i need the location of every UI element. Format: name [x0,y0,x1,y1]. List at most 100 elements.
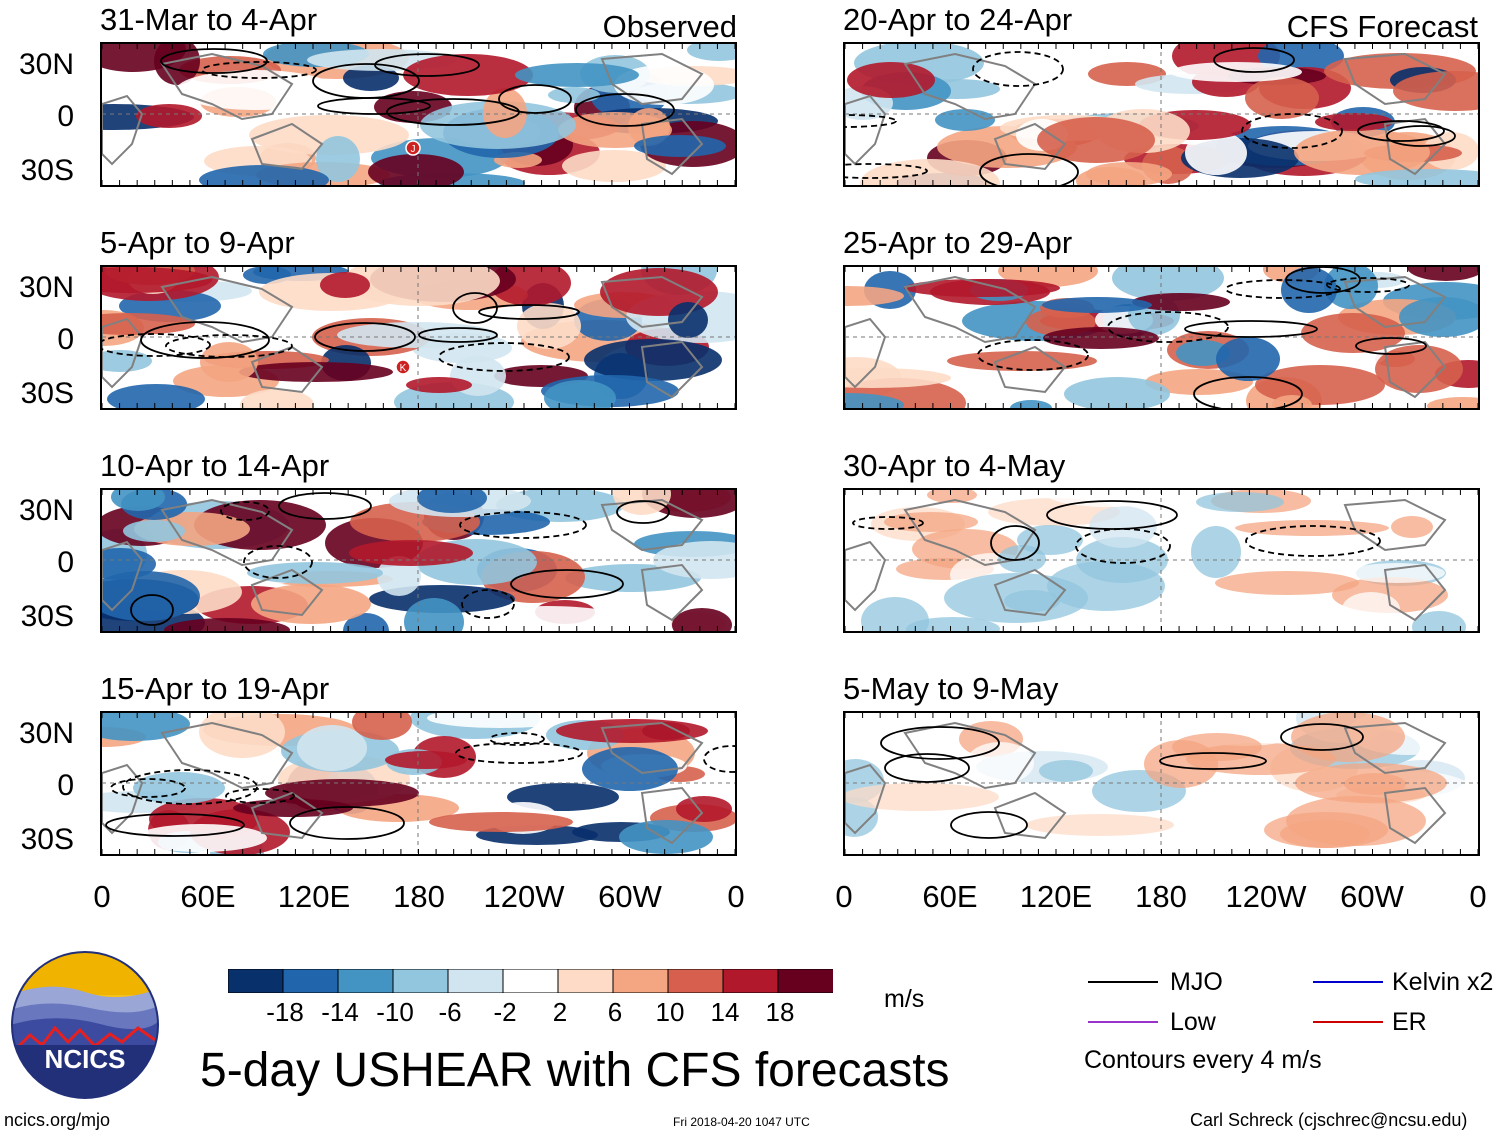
storm-marker [395,359,411,375]
mjo-contour [845,114,897,128]
colorbar-swatch [337,968,394,994]
mjo-contour [1280,723,1364,751]
shear-anomaly [427,713,573,728]
mjo-contour [455,742,583,764]
shear-anomaly [368,154,464,185]
shear-anomaly [1132,293,1230,311]
colorbar-label: 2 [552,997,568,1027]
coastline [102,317,144,389]
colorbar-swatch [392,968,449,994]
mjo-contour [1193,376,1303,408]
panel-title-obs-4: 15-Apr to 19-Apr [100,671,330,706]
shear-anomaly [136,104,202,128]
shear-anomaly [247,562,383,584]
mjo-contour [110,778,186,798]
lat-label-30n: 30N [18,271,74,304]
mjo-contour [489,732,545,746]
mjo-contour [1386,125,1456,147]
lon-label: 60W [1340,879,1404,914]
colorbar [227,968,834,994]
panel-title-fc-3: 30-Apr to 4-May [843,448,1066,483]
shear-anomaly [1391,516,1433,538]
shear-anomaly [845,393,904,408]
shear-anomaly [1198,816,1274,854]
lat-label-eq: 0 [57,100,74,133]
shear-anomaly [406,377,472,393]
shear-anomaly [107,384,205,408]
footer-timestamp: Fri 2018-04-20 1047 UTC [673,1115,810,1129]
map-panel-fc-3 [843,488,1480,633]
legend-swatch-mjo [1088,981,1158,983]
shear-anomaly [352,713,412,740]
shear-anomaly [429,812,573,832]
shear-anomaly [548,87,600,103]
ncics-logo: NCICS [10,950,160,1100]
mjo-contour [1159,752,1267,770]
mjo-contour [478,304,580,320]
colorbar-swatch [557,968,614,994]
shear-anomaly [1245,77,1319,119]
storm-letter: J [411,144,416,155]
shear-anomaly [1185,131,1247,175]
mjo-contour [880,726,1000,760]
mjo-contour [1107,311,1229,343]
shear-anomaly [845,368,951,388]
contour-note: Contours every 4 m/s [1084,1046,1322,1074]
shear-anomaly [297,725,367,771]
colorbar-swatch [502,968,559,994]
shear-anomaly [1039,760,1093,782]
colorbar-swatch [227,968,284,994]
coastline [102,94,144,166]
footer-url[interactable]: ncics.org/mjo [4,1110,111,1130]
panel-title-obs-3: 10-Apr to 14-Apr [100,448,330,483]
mjo-contour [1326,277,1410,293]
coastline [993,345,1067,394]
lon-label: 60W [598,879,662,914]
mjo-contour [317,97,431,115]
shear-anomaly [349,540,473,566]
lon-label: 0 [93,879,111,914]
mjo-contour [102,333,211,357]
mjo-contour [1355,337,1427,355]
colorbar-label: 10 [655,997,685,1027]
shear-anomaly [1355,169,1478,185]
shear-anomaly [1280,820,1370,848]
lon-label: 180 [1135,879,1187,914]
lon-label: 60E [922,879,978,914]
shear-anomaly [200,342,258,382]
coastline [1383,340,1447,399]
lon-label: 0 [727,879,745,914]
coastline [250,791,324,840]
shear-anomaly [1076,537,1168,583]
colorbar-swatch [667,968,724,994]
lat-label-30s: 30S [20,600,74,633]
lat-label-30s: 30S [20,154,74,187]
shear-anomaly [906,617,1000,631]
legend-swatch-er [1313,1021,1383,1023]
shear-anomaly [1191,526,1241,578]
shear-anomaly [1004,590,1060,612]
mjo-contour [510,569,624,599]
lon-label: 120W [483,879,565,914]
shear-anomaly [403,54,533,96]
coastline [102,763,144,835]
colorbar-label: 18 [765,997,795,1027]
shear-anomaly [1145,369,1253,395]
map-panel-obs-2: K [100,265,737,410]
mjo-contour [1213,47,1295,73]
panel-title-fc-2: 25-Apr to 29-Apr [843,225,1073,260]
shear-anomaly [1172,733,1262,761]
shear-anomaly [385,751,467,769]
coastline [1343,275,1447,329]
mjo-contour [160,48,268,74]
shear-anomaly [1064,377,1170,408]
coastline [640,563,704,622]
shear-anomaly [845,783,999,811]
shear-anomaly [239,362,393,382]
mjo-contour [314,322,416,352]
colorbar-label: -6 [438,997,462,1027]
lat-label-eq: 0 [57,546,74,579]
mjo-contour [979,153,1079,185]
coastline [250,122,324,171]
coastline [845,540,887,612]
